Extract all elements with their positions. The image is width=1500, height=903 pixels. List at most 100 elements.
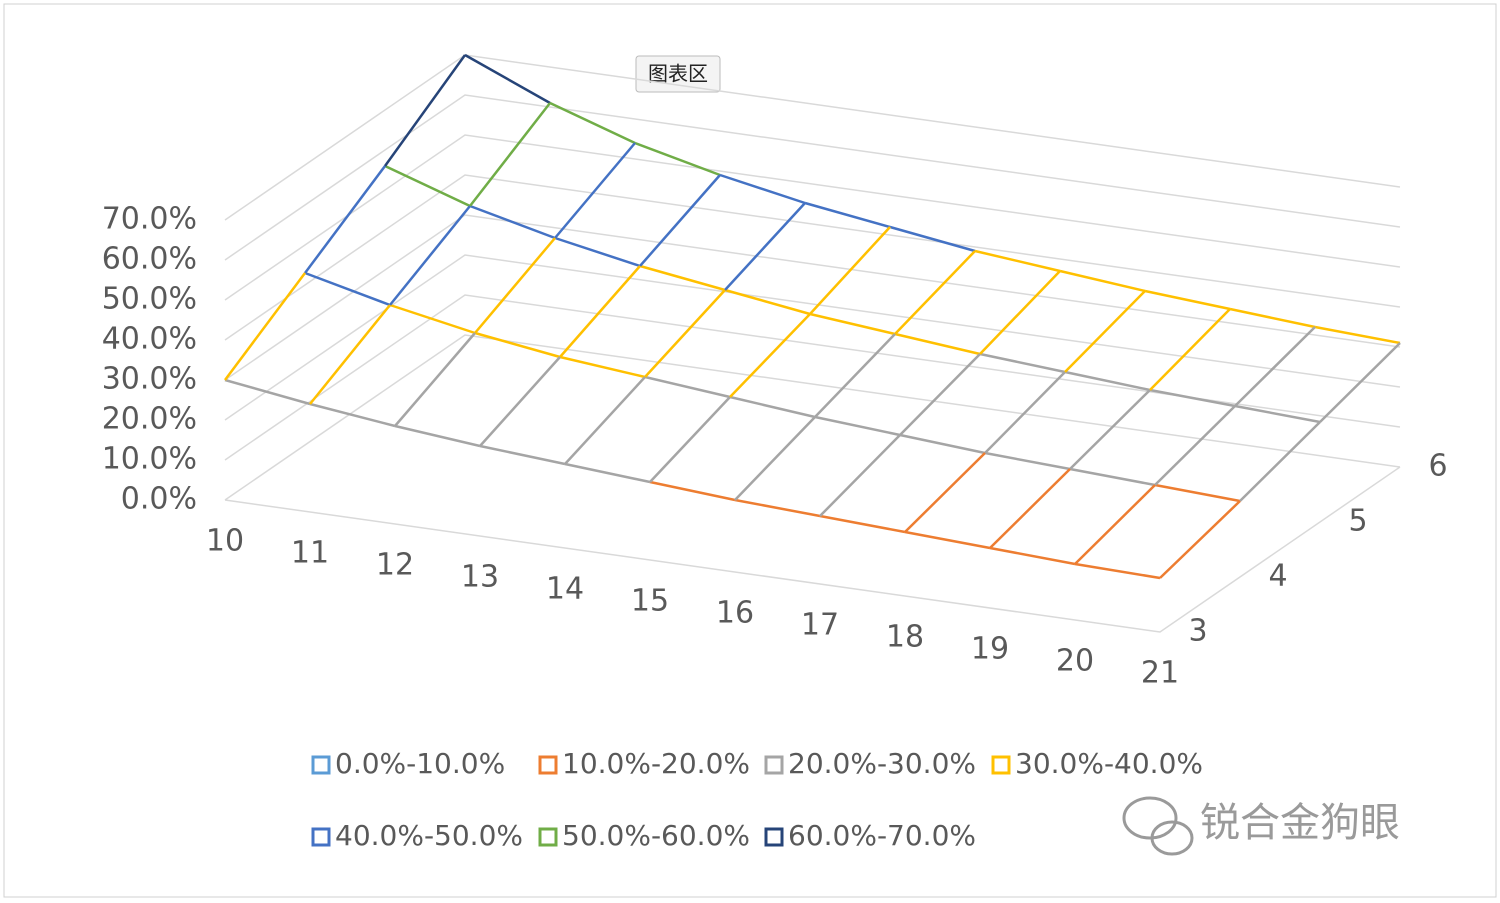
grid-line <box>224 334 1401 501</box>
surface-edge <box>809 312 896 336</box>
legend-swatch <box>538 827 558 847</box>
x-tick-label: 14 <box>546 572 584 607</box>
surface-edge <box>554 142 636 239</box>
surface-edge <box>1239 421 1321 502</box>
surface-edge <box>819 434 901 517</box>
z-tick-label: 50.0% <box>102 282 197 317</box>
surface-edge <box>1074 562 1161 580</box>
legend-label: 60.0%-70.0% <box>788 819 976 852</box>
surface-edge <box>309 304 391 405</box>
surface-edge <box>719 173 806 205</box>
surface-edge <box>1154 483 1241 503</box>
grid-line <box>224 254 1401 421</box>
surface-edge <box>1149 388 1236 408</box>
z-tick-label: 60.0% <box>102 242 197 277</box>
surface-edge <box>1319 342 1401 423</box>
surface-edge <box>644 375 731 399</box>
legend-label: 20.0%-30.0% <box>788 747 976 780</box>
x-tick-label: 11 <box>291 536 329 571</box>
surface-edge <box>809 226 891 315</box>
grid-line <box>224 294 1401 461</box>
surface-edge <box>729 313 811 398</box>
depth-tick-label: 3 <box>1188 614 1207 649</box>
legend-swatch <box>538 755 558 775</box>
surface-edge <box>904 452 986 533</box>
grid-line <box>224 214 1401 381</box>
surface-edge <box>814 415 901 437</box>
surface-edge <box>564 462 651 484</box>
x-tick-label: 13 <box>461 560 499 595</box>
surface-edge <box>394 332 476 427</box>
surface-edge <box>639 174 721 267</box>
surface-edge <box>309 402 396 428</box>
grid-line <box>224 174 1401 341</box>
surface-edge <box>559 355 646 379</box>
legend-swatch <box>311 755 331 775</box>
watermark: 锐合金狗眼 <box>1200 800 1400 846</box>
surface-edge <box>549 101 636 145</box>
x-tick-label: 18 <box>886 620 924 655</box>
x-tick-label: 17 <box>801 608 839 643</box>
surface-edge <box>734 498 821 518</box>
surface-edge <box>1144 289 1231 311</box>
surface-edge <box>979 270 1061 355</box>
surface-edge <box>979 352 1066 374</box>
z-tick-label: 10.0% <box>102 442 197 477</box>
surface-edge <box>1069 467 1156 487</box>
surface-edge <box>554 236 641 268</box>
legend-label: 10.0%-20.0% <box>562 747 750 780</box>
surface-edge <box>894 250 976 335</box>
surface-edge <box>894 332 981 356</box>
surface-edge <box>1064 290 1146 373</box>
surface-edge <box>899 433 986 455</box>
surface-edge <box>974 249 1061 273</box>
depth-tick-label: 5 <box>1348 504 1367 539</box>
surface-edge <box>1149 308 1231 391</box>
surface-edge <box>814 333 896 418</box>
legend-label: 40.0%-50.0% <box>335 819 523 852</box>
surface-edge <box>304 271 391 307</box>
x-tick-label: 12 <box>376 548 414 583</box>
z-tick-label: 70.0% <box>102 202 197 237</box>
surface-edge <box>649 396 731 483</box>
surface-edge <box>564 376 646 465</box>
surface-edge <box>1234 326 1316 407</box>
legend-swatch <box>764 827 784 847</box>
surface-edge <box>649 480 736 502</box>
tooltip-box <box>635 55 721 93</box>
chart-border <box>3 3 1497 898</box>
surface-edge <box>904 530 991 550</box>
surface-edge <box>224 378 311 406</box>
depth-tick-label: 6 <box>1428 449 1447 484</box>
z-tick-label: 20.0% <box>102 402 197 437</box>
surface-edge <box>303 165 387 274</box>
grid-line <box>224 94 1401 261</box>
grid-line <box>224 134 1401 301</box>
legend-swatch <box>991 755 1011 775</box>
surface-edge <box>1154 405 1236 486</box>
surface-edge <box>469 102 551 207</box>
surface-edge <box>464 53 551 105</box>
surface-edge <box>984 451 1071 471</box>
surface-edge <box>804 201 891 229</box>
surface-edge <box>223 272 307 381</box>
surface-edge <box>1064 370 1151 392</box>
surface-edge <box>734 416 816 501</box>
surface-edge <box>724 202 806 291</box>
z-tick-label: 30.0% <box>102 362 197 397</box>
surface-edge <box>469 204 556 240</box>
surface-edge <box>819 514 906 534</box>
depth-tick-label: 4 <box>1268 559 1287 594</box>
surface-edge <box>989 546 1076 566</box>
legend-label: 0.0%-10.0% <box>335 747 505 780</box>
surface-edge <box>889 225 976 253</box>
axis-line <box>224 466 1401 633</box>
surface-edge <box>1234 404 1321 424</box>
surface-edge <box>1059 269 1146 293</box>
surface-edge <box>474 237 556 334</box>
surface-edge <box>384 164 471 208</box>
wechat-icon <box>1122 796 1194 856</box>
surface-edge <box>639 264 726 292</box>
x-tick-label: 19 <box>971 632 1009 667</box>
